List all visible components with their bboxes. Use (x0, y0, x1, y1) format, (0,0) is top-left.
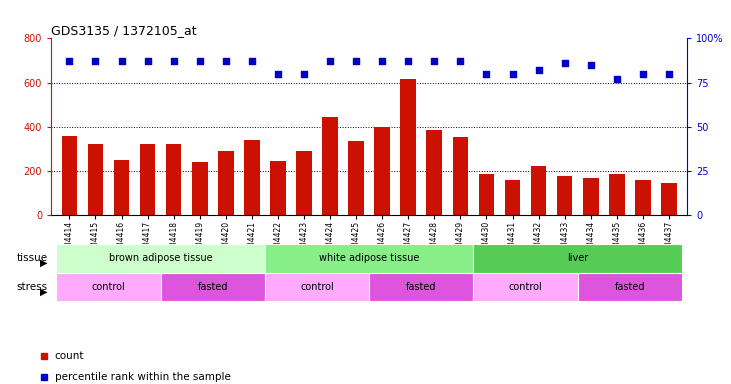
Bar (140, 144, 156, 215)
Point (402, 58, 414, 65)
Bar (583, 177, 599, 215)
Text: GDS3135 / 1372105_at: GDS3135 / 1372105_at (51, 24, 197, 37)
Bar (504, 180, 520, 215)
Point (376, 58, 388, 65)
Point (507, 71, 518, 77)
Point (611, 76, 623, 82)
Text: ▶: ▶ (40, 286, 48, 297)
Text: percentile rank within the sample: percentile rank within the sample (55, 372, 231, 382)
Bar (348, 141, 364, 215)
Point (325, 58, 336, 65)
Text: fasted: fasted (615, 282, 645, 292)
Text: fasted: fasted (197, 282, 228, 292)
Bar (474, 244, 682, 273)
Bar (166, 144, 181, 215)
Bar (401, 79, 416, 215)
Point (194, 58, 205, 65)
Bar (61, 136, 77, 215)
Point (64, 58, 75, 65)
Point (455, 58, 466, 65)
Text: tissue: tissue (16, 253, 48, 263)
Point (142, 58, 154, 65)
Point (350, 58, 362, 65)
Point (272, 71, 284, 77)
Bar (557, 176, 572, 215)
Text: white adipose tissue: white adipose tissue (319, 253, 420, 263)
Bar (577, 273, 682, 301)
Bar (609, 174, 624, 215)
Text: control: control (300, 282, 334, 292)
Bar (265, 244, 474, 273)
Bar (265, 273, 369, 301)
Point (585, 62, 596, 68)
Bar (88, 144, 103, 215)
Bar (531, 167, 546, 215)
Bar (218, 151, 234, 215)
Bar (635, 180, 651, 215)
Text: count: count (55, 351, 84, 361)
Bar (192, 162, 208, 215)
Bar (114, 160, 129, 215)
Bar (244, 140, 260, 215)
Bar (661, 183, 677, 215)
Bar (474, 273, 577, 301)
Text: control: control (509, 282, 542, 292)
Bar (161, 273, 265, 301)
Point (558, 60, 570, 66)
Text: brown adipose tissue: brown adipose tissue (109, 253, 213, 263)
Point (428, 58, 440, 65)
Point (220, 58, 232, 65)
Point (168, 58, 180, 65)
Bar (56, 244, 265, 273)
Bar (270, 161, 286, 215)
Bar (322, 117, 338, 215)
Point (533, 67, 545, 73)
Bar (56, 273, 161, 301)
Text: control: control (91, 282, 126, 292)
Point (663, 71, 675, 77)
Bar (369, 273, 474, 301)
Bar (479, 174, 494, 215)
Point (246, 58, 258, 65)
Bar (426, 130, 442, 215)
Point (115, 58, 127, 65)
Text: fasted: fasted (406, 282, 436, 292)
Point (480, 71, 492, 77)
Point (637, 71, 648, 77)
Point (90, 58, 102, 65)
Point (298, 71, 310, 77)
Bar (296, 151, 312, 215)
Text: ▶: ▶ (40, 258, 48, 268)
Text: stress: stress (16, 282, 48, 292)
Bar (452, 137, 468, 215)
Bar (374, 127, 390, 215)
Text: liver: liver (567, 253, 588, 263)
